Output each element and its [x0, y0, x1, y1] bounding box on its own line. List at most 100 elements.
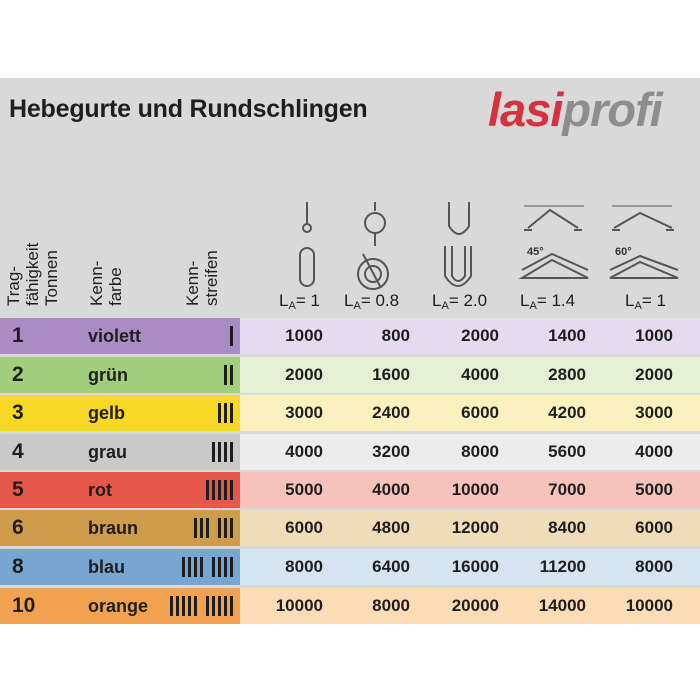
row-stripes-icon	[212, 442, 236, 462]
row-value-3: 10000	[451, 480, 499, 499]
table-row: 5 rot 5000 4000 10000 7000 5000	[0, 472, 700, 508]
table-row: 8 blau 8000 6400 16000 11200 8000	[0, 549, 700, 585]
row-value-5: 4000	[635, 442, 673, 461]
row-value-4: 11200	[539, 557, 586, 576]
stripe-mark	[230, 326, 233, 346]
row-value-3: 20000	[451, 596, 499, 615]
stripe-mark	[224, 442, 227, 462]
table-row: 10 orange 10000 8000 20000 14000 10000	[0, 588, 700, 624]
row-stripes-icon	[170, 596, 236, 616]
load-factor-2: LA= 0.8	[344, 291, 400, 312]
load-factor-4: LA= 1.4	[520, 291, 576, 312]
load-factor-1: LA= 1	[279, 291, 320, 312]
angle-60-sling-icon	[609, 205, 679, 279]
row-value-5: 8000	[635, 557, 673, 576]
row-stripes-icon	[194, 518, 236, 538]
stripe-mark	[212, 480, 215, 500]
row-value-3: 8000	[461, 442, 499, 461]
page-title: Hebegurte und Rundschlingen	[9, 95, 368, 123]
stripe-mark	[170, 596, 173, 616]
row-color-cell	[0, 357, 240, 393]
table-row: 3 gelb 3000 2400 6000 4200 3000	[0, 395, 700, 431]
stripe-mark	[230, 403, 233, 423]
row-value-4: 1400	[548, 326, 586, 345]
stripe-mark	[224, 403, 227, 423]
row-value-5: 6000	[635, 518, 673, 537]
stripe-mark	[206, 596, 209, 616]
stripe-mark	[224, 557, 227, 577]
stripe-mark	[230, 518, 233, 538]
stripe-mark	[188, 596, 191, 616]
row-value-5: 3000	[635, 403, 673, 422]
row-tonnes: 10	[12, 594, 36, 617]
row-value-3: 12000	[451, 518, 499, 537]
load-factor-3: LA= 2.0	[432, 291, 488, 312]
row-color-name: violett	[88, 326, 142, 346]
stripe-mark	[230, 365, 233, 385]
row-color-cell	[0, 395, 240, 431]
row-color-cell	[0, 434, 240, 470]
stripe-mark	[218, 442, 221, 462]
row-value-4: 14000	[538, 596, 586, 615]
row-value-2: 6400	[372, 557, 410, 576]
row-values-cell	[240, 549, 700, 585]
stripe-mark	[206, 480, 209, 500]
row-tonnes: 4	[12, 440, 24, 463]
stripe-mark	[218, 557, 221, 577]
stripe-mark	[188, 557, 191, 577]
row-value-4: 4200	[548, 403, 586, 422]
row-color-cell	[0, 588, 240, 624]
row-tonnes: 2	[12, 363, 24, 386]
row-stripes-icon	[182, 557, 236, 577]
row-value-5: 10000	[625, 596, 673, 615]
stripe-mark	[200, 557, 203, 577]
row-value-3: 2000	[461, 326, 499, 345]
stripe-mark	[218, 518, 221, 538]
row-values-cell	[240, 472, 700, 508]
row-value-1: 3000	[285, 403, 323, 422]
table-row: 1 violett 1000 800 2000 1400 1000	[0, 318, 700, 354]
row-color-name: rot	[88, 480, 112, 500]
angle-45-label: 45°	[527, 246, 544, 258]
row-value-1: 4000	[285, 442, 323, 461]
row-stripes-icon	[206, 480, 236, 500]
row-value-5: 1000	[635, 326, 673, 345]
choker-sling-icon	[357, 202, 389, 290]
row-tonnes: 5	[12, 478, 24, 501]
row-value-4: 5600	[548, 442, 586, 461]
row-value-2: 3200	[372, 442, 410, 461]
stripe-mark	[212, 596, 215, 616]
row-value-2: 4000	[372, 480, 410, 499]
stripe-mark	[230, 480, 233, 500]
stripe-mark	[194, 596, 197, 616]
row-values-cell	[240, 510, 700, 546]
row-value-2: 800	[381, 326, 410, 345]
row-values-cell	[240, 588, 700, 624]
logo-part-profi: profi	[562, 83, 662, 136]
angle-45-sling-icon	[518, 205, 589, 279]
row-tonnes: 3	[12, 401, 24, 424]
row-value-1: 10000	[275, 596, 323, 615]
row-value-4: 2800	[548, 365, 586, 384]
row-value-4: 7000	[548, 480, 586, 499]
row-value-1: 8000	[285, 557, 323, 576]
row-value-3: 16000	[451, 557, 499, 576]
row-stripes-icon	[230, 326, 236, 346]
stripe-mark	[224, 365, 227, 385]
stripe-mark	[182, 596, 185, 616]
row-color-name: blau	[88, 557, 126, 577]
stripe-mark	[224, 518, 227, 538]
row-values-cell	[240, 434, 700, 470]
row-color-name: grün	[88, 365, 128, 385]
stripe-mark	[200, 518, 203, 538]
table-row: 4 grau 4000 3200 8000 5600 4000	[0, 434, 700, 470]
row-tonnes: 8	[12, 555, 24, 578]
row-stripes-icon	[218, 403, 236, 423]
row-value-1: 6000	[285, 518, 323, 537]
stripe-mark	[194, 557, 197, 577]
row-value-5: 2000	[635, 365, 673, 384]
stripe-mark	[182, 557, 185, 577]
row-color-name: braun	[88, 518, 139, 538]
row-tonnes: 6	[12, 516, 24, 539]
stripe-mark	[206, 518, 209, 538]
